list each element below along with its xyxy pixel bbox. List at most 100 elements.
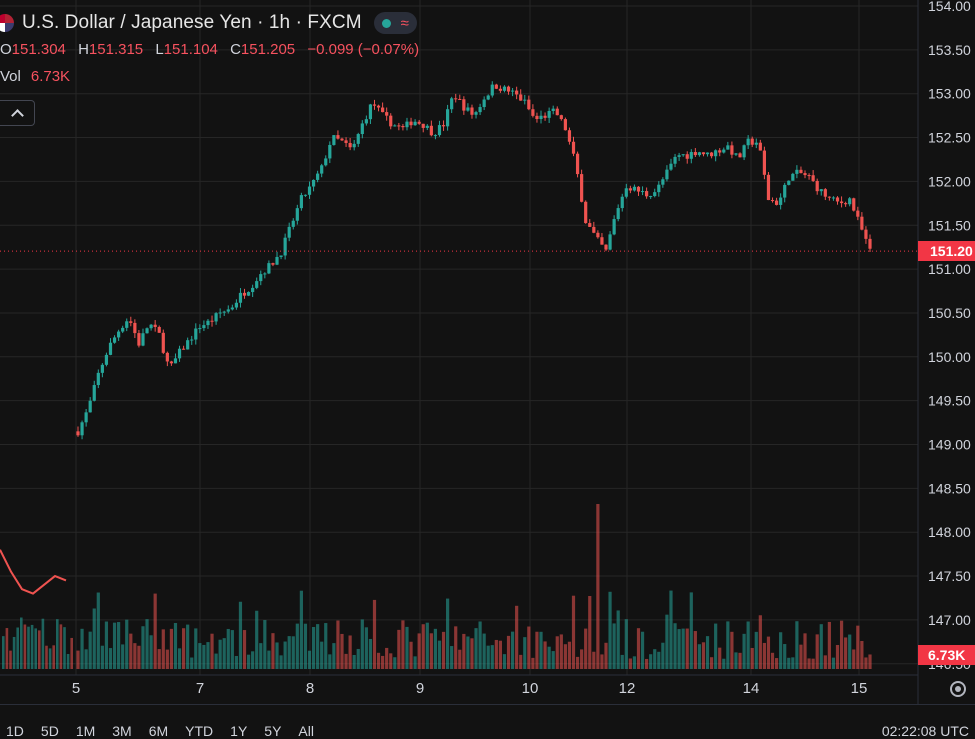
volume-bar [59, 624, 63, 669]
range-button-5y[interactable]: 5Y [264, 723, 282, 739]
candle-body [125, 321, 129, 328]
candle-body [389, 115, 393, 127]
candle-body [299, 195, 303, 209]
volume-bar [56, 619, 59, 669]
candle-body [344, 140, 348, 143]
volume-bar [584, 628, 588, 669]
volume-bar [685, 628, 689, 669]
range-button-ytd[interactable]: YTD [185, 723, 214, 739]
volume-bar [506, 635, 511, 669]
candle-body [336, 135, 340, 139]
volume-bar [385, 647, 389, 669]
candle-body [186, 340, 190, 350]
volume-bar [746, 621, 750, 669]
candle-body [433, 135, 438, 137]
candle-body [701, 152, 706, 155]
volume-pane-price-line [0, 549, 67, 595]
volume-bar [697, 644, 702, 669]
volume-bar [104, 621, 109, 669]
range-button-5d[interactable]: 5D [40, 723, 59, 739]
volume-bar [527, 626, 531, 669]
candle-body [827, 196, 831, 198]
volume-bar [165, 649, 169, 669]
volume-bar [92, 608, 96, 669]
volume-bar [9, 650, 12, 669]
range-button-1y[interactable]: 1Y [230, 723, 248, 739]
volume-bar [555, 636, 559, 669]
candle-body [328, 144, 332, 159]
candle-body [474, 112, 478, 115]
volume-bar [96, 592, 100, 669]
volume-bar [417, 633, 421, 669]
candle-body [697, 152, 702, 156]
range-button-1d[interactable]: 1D [6, 723, 24, 739]
volume-bar [454, 626, 458, 669]
range-button-all[interactable]: All [298, 723, 314, 739]
candle-body [563, 119, 567, 131]
settings-gear-icon[interactable] [950, 681, 966, 697]
volume-bar [381, 655, 385, 669]
candle-body [600, 237, 604, 245]
candle-body [133, 322, 137, 334]
candle-body [596, 232, 600, 238]
volume-bar [271, 633, 275, 669]
candle-body [470, 107, 474, 115]
volume-bar [206, 642, 210, 669]
range-button-3m[interactable]: 3M [112, 723, 132, 739]
volume-bar [218, 639, 222, 669]
collapse-legend-button[interactable] [0, 100, 35, 126]
volume-bar [726, 621, 730, 669]
open-value: 151.304 [11, 41, 66, 58]
volume-bar [510, 631, 515, 669]
symbol-title[interactable]: U.S. Dollar / Japanese Yen · 1h · FXCM [22, 12, 362, 33]
range-button-6m[interactable]: 6M [148, 723, 169, 739]
volume-bar [604, 642, 608, 669]
candle-body [397, 125, 401, 127]
candle-body [766, 174, 771, 201]
time-tick-label: 15 [851, 680, 868, 697]
candle-body [263, 273, 267, 275]
candle-body [307, 186, 312, 195]
range-button-1m[interactable]: 1M [75, 723, 96, 739]
volume-bar [137, 645, 141, 669]
volume-bar [425, 622, 429, 669]
candle-body [141, 333, 145, 346]
utc-clock[interactable]: 02:22:08 UTC [881, 723, 969, 739]
volume-bar [462, 633, 466, 669]
volume-bar [616, 610, 620, 669]
candle-body [376, 105, 381, 108]
volume-bar [352, 654, 356, 669]
candle-body [324, 158, 328, 166]
volume-bar [543, 641, 547, 669]
price-tick-label: 152.50 [928, 130, 971, 146]
time-tick-label: 9 [416, 680, 424, 697]
candle-body [823, 189, 827, 197]
volume-bar [856, 625, 860, 669]
time-axis: 5 7 8 9 10 12 14 15 [72, 680, 868, 697]
price-tick-label: 153.50 [928, 42, 971, 58]
candle-body [612, 219, 616, 235]
candle-body [750, 138, 754, 145]
volume-bar [470, 638, 474, 669]
volume-bar [291, 636, 295, 669]
close-value: 151.205 [240, 41, 296, 58]
volume-bar [437, 640, 442, 669]
volume-bar [848, 634, 852, 669]
volume-legend: Vol 6.73K [0, 68, 70, 85]
candle-body [710, 152, 714, 157]
candle-body [206, 320, 210, 326]
volume-bar [340, 633, 344, 669]
candle-body [291, 220, 295, 227]
candle-body [413, 121, 417, 126]
volume-bar [356, 648, 360, 669]
bottom-toolbar: 1D 5D 1M 3M 6M YTD 1Y 5Y All 02:22:08 UTC [0, 704, 975, 739]
volume-bar [66, 653, 70, 669]
market-status-pill[interactable]: ≈ [373, 12, 417, 34]
volume-bar [76, 650, 80, 669]
volume-bar [157, 649, 161, 669]
volume-bar [34, 628, 37, 669]
price-tick-label: 151.00 [928, 261, 971, 277]
candle-body [295, 208, 299, 221]
volume-bar [332, 643, 336, 669]
